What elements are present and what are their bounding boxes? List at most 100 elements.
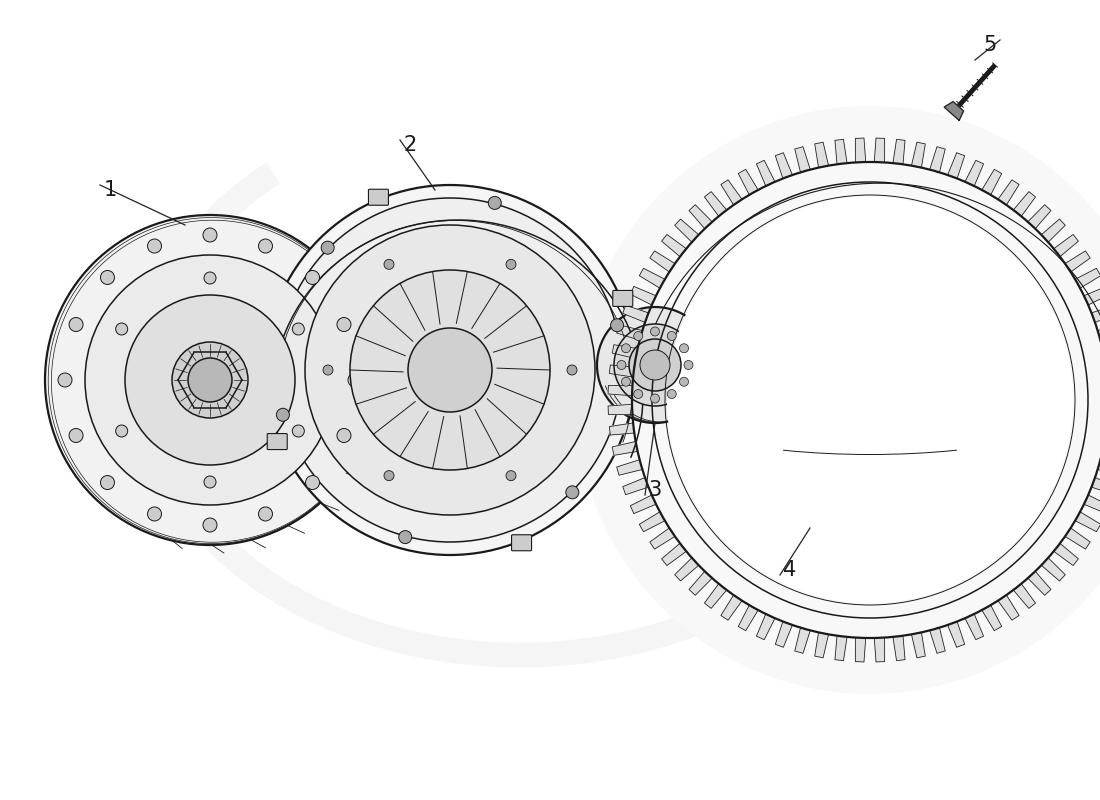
Circle shape bbox=[640, 350, 670, 380]
Polygon shape bbox=[689, 571, 712, 595]
Circle shape bbox=[258, 507, 273, 521]
Polygon shape bbox=[912, 142, 925, 168]
Polygon shape bbox=[738, 605, 758, 630]
Polygon shape bbox=[835, 139, 847, 164]
Polygon shape bbox=[661, 543, 686, 566]
Polygon shape bbox=[609, 423, 635, 435]
Polygon shape bbox=[815, 632, 828, 658]
Polygon shape bbox=[835, 636, 847, 661]
Circle shape bbox=[614, 324, 696, 406]
Polygon shape bbox=[630, 495, 656, 514]
Polygon shape bbox=[639, 512, 664, 532]
Text: 2: 2 bbox=[404, 135, 417, 155]
Circle shape bbox=[321, 241, 334, 254]
Circle shape bbox=[506, 259, 516, 270]
Circle shape bbox=[204, 476, 216, 488]
Polygon shape bbox=[998, 595, 1019, 620]
Circle shape bbox=[408, 328, 492, 412]
Text: performance 198: performance 198 bbox=[426, 375, 814, 565]
Circle shape bbox=[276, 408, 289, 422]
Polygon shape bbox=[1027, 205, 1050, 229]
Polygon shape bbox=[1027, 571, 1050, 595]
Circle shape bbox=[384, 470, 394, 481]
Circle shape bbox=[337, 429, 351, 442]
Polygon shape bbox=[1075, 512, 1100, 532]
Polygon shape bbox=[1054, 234, 1078, 257]
Circle shape bbox=[100, 270, 114, 285]
Polygon shape bbox=[795, 628, 811, 654]
Circle shape bbox=[293, 425, 305, 437]
Circle shape bbox=[667, 197, 1072, 603]
Polygon shape bbox=[815, 142, 828, 168]
Polygon shape bbox=[639, 268, 664, 288]
Circle shape bbox=[100, 475, 114, 490]
Polygon shape bbox=[674, 219, 698, 242]
Polygon shape bbox=[757, 160, 776, 186]
Polygon shape bbox=[930, 628, 945, 654]
Polygon shape bbox=[874, 638, 884, 662]
Circle shape bbox=[668, 390, 676, 398]
Circle shape bbox=[265, 185, 635, 555]
Polygon shape bbox=[1054, 543, 1078, 566]
Polygon shape bbox=[623, 306, 649, 322]
Circle shape bbox=[634, 331, 642, 341]
Circle shape bbox=[204, 272, 216, 284]
Circle shape bbox=[680, 378, 689, 386]
Polygon shape bbox=[795, 146, 811, 172]
Circle shape bbox=[188, 358, 232, 402]
Polygon shape bbox=[1084, 286, 1100, 305]
Polygon shape bbox=[944, 102, 964, 120]
Polygon shape bbox=[661, 234, 686, 257]
Circle shape bbox=[85, 255, 336, 505]
Polygon shape bbox=[1065, 251, 1090, 272]
FancyBboxPatch shape bbox=[512, 534, 531, 550]
Circle shape bbox=[116, 425, 128, 437]
Circle shape bbox=[680, 344, 689, 353]
Circle shape bbox=[566, 365, 578, 375]
Circle shape bbox=[58, 373, 72, 387]
Polygon shape bbox=[1091, 478, 1100, 494]
Polygon shape bbox=[674, 558, 698, 581]
Circle shape bbox=[172, 342, 248, 418]
Polygon shape bbox=[1098, 325, 1100, 340]
Circle shape bbox=[258, 239, 273, 253]
Circle shape bbox=[488, 196, 502, 210]
Circle shape bbox=[629, 339, 681, 391]
Polygon shape bbox=[608, 386, 632, 396]
Polygon shape bbox=[856, 638, 866, 662]
Circle shape bbox=[69, 429, 82, 442]
Polygon shape bbox=[982, 170, 1002, 195]
Polygon shape bbox=[1098, 460, 1100, 475]
Polygon shape bbox=[1091, 306, 1100, 322]
Circle shape bbox=[147, 239, 162, 253]
Polygon shape bbox=[757, 614, 776, 640]
Circle shape bbox=[384, 259, 394, 270]
Text: 3: 3 bbox=[648, 480, 661, 500]
Polygon shape bbox=[613, 345, 638, 358]
Polygon shape bbox=[704, 192, 727, 216]
Circle shape bbox=[610, 318, 624, 332]
Polygon shape bbox=[1013, 584, 1035, 608]
Circle shape bbox=[323, 365, 333, 375]
Text: 1: 1 bbox=[103, 180, 117, 200]
Circle shape bbox=[147, 507, 162, 521]
Polygon shape bbox=[650, 251, 675, 272]
Circle shape bbox=[69, 318, 82, 331]
Polygon shape bbox=[776, 622, 792, 647]
Circle shape bbox=[204, 518, 217, 532]
Polygon shape bbox=[1042, 558, 1065, 581]
Circle shape bbox=[506, 470, 516, 481]
Circle shape bbox=[684, 361, 693, 370]
FancyBboxPatch shape bbox=[613, 290, 632, 306]
Circle shape bbox=[350, 270, 550, 470]
Polygon shape bbox=[608, 404, 632, 414]
Circle shape bbox=[565, 486, 579, 499]
Polygon shape bbox=[613, 442, 638, 455]
Circle shape bbox=[398, 530, 411, 544]
Polygon shape bbox=[998, 180, 1019, 205]
Polygon shape bbox=[617, 325, 642, 340]
Circle shape bbox=[278, 198, 622, 542]
Polygon shape bbox=[982, 605, 1002, 630]
Circle shape bbox=[650, 327, 660, 336]
Circle shape bbox=[621, 378, 630, 386]
